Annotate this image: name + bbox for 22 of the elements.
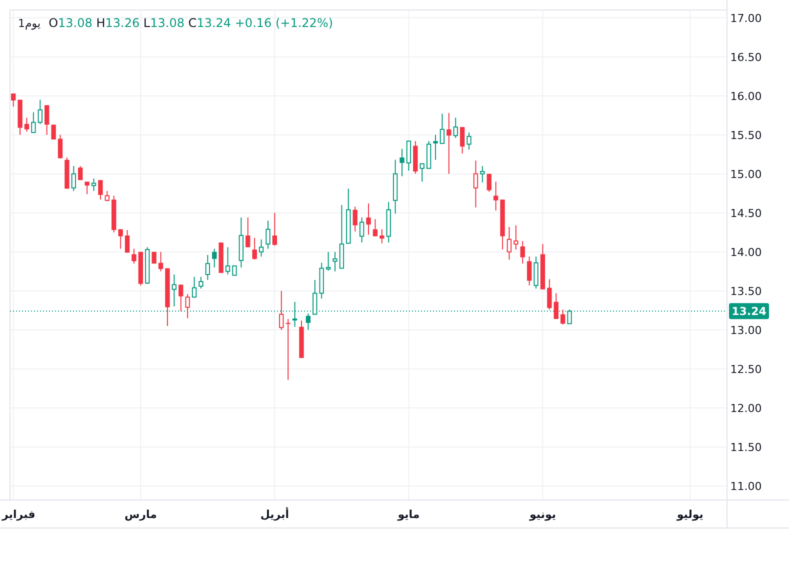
ref-line-label: 13.24 — [732, 305, 767, 318]
y-tick-label: 11.50 — [730, 440, 762, 454]
y-tick-label: 16.00 — [730, 90, 762, 103]
x-tick-label: يونيو — [528, 508, 556, 521]
x-tick-label: يوليو — [676, 508, 704, 521]
y-tick-label: 11.00 — [730, 480, 762, 493]
x-tick-label: مارس — [124, 508, 157, 521]
annotation: O13.08 H13.26 L13.08 C13.24 +0.16 (+1.22%) — [48, 16, 334, 30]
y-tick-label: 12.00 — [730, 402, 762, 415]
y-tick-label: 17.00 — [730, 12, 762, 25]
x-tick-label: فبراير — [1, 508, 36, 521]
x-tick-label: مايو — [396, 508, 420, 521]
y-tick-label: 16.50 — [730, 50, 762, 64]
y-tick-label: 14.50 — [730, 206, 762, 220]
y-tick-label: 12.50 — [730, 362, 762, 376]
x-tick-label: أبريل — [260, 507, 290, 521]
title: 1يوم — [18, 17, 41, 30]
y-tick-label: 15.50 — [730, 128, 762, 142]
y-tick-label: 15.00 — [730, 168, 762, 181]
y-tick-label: 13.50 — [730, 284, 762, 298]
y-tick-label: 13.00 — [730, 324, 762, 337]
y-tick-label: 14.00 — [730, 246, 762, 259]
